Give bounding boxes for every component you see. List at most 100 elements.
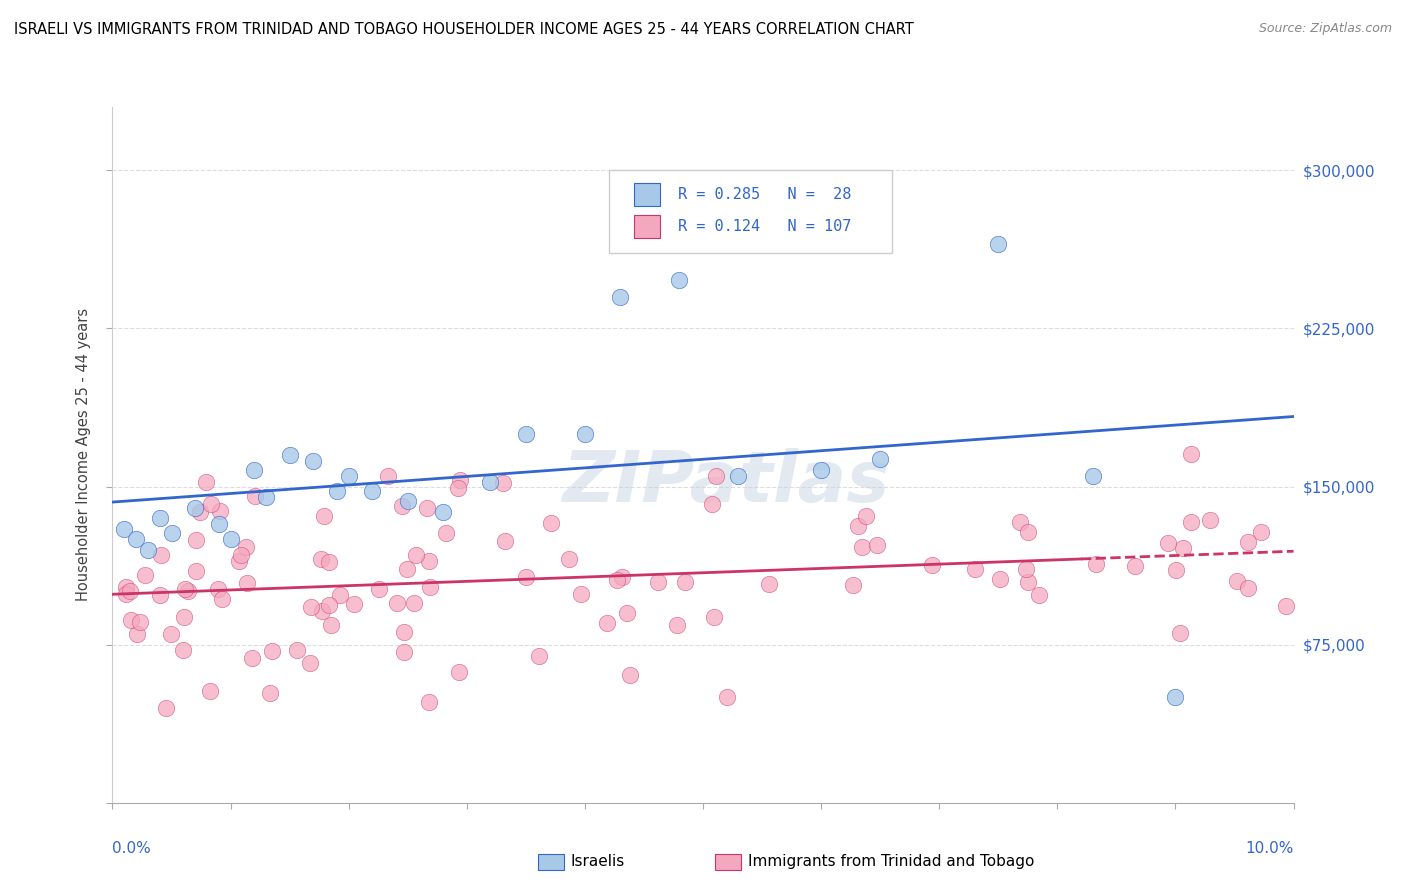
Point <box>1164 690 1187 705</box>
Point <box>311 604 333 618</box>
Point <box>1237 535 1260 549</box>
Point <box>1237 581 1260 595</box>
Point <box>668 273 690 287</box>
FancyBboxPatch shape <box>714 854 741 871</box>
Point <box>319 618 342 632</box>
Point <box>361 483 384 498</box>
Point <box>1171 541 1194 556</box>
Point <box>842 578 865 592</box>
Point <box>515 426 537 441</box>
Point <box>1168 626 1191 640</box>
Point <box>184 500 207 515</box>
Point <box>921 558 943 572</box>
Point <box>716 690 738 705</box>
Point <box>326 483 349 498</box>
Point <box>259 686 281 700</box>
Point <box>402 596 425 610</box>
Point <box>419 580 441 594</box>
Point <box>329 588 352 602</box>
Point <box>647 574 669 589</box>
Point <box>609 290 631 304</box>
Point <box>207 582 229 596</box>
Point <box>254 490 277 504</box>
Point <box>574 426 596 441</box>
Point <box>540 516 562 530</box>
Point <box>869 452 891 467</box>
Point <box>160 627 183 641</box>
Point <box>666 618 689 632</box>
Point <box>492 475 515 490</box>
Text: 10.0%: 10.0% <box>1246 841 1294 856</box>
Point <box>125 533 148 547</box>
Text: R = 0.124   N = 107: R = 0.124 N = 107 <box>678 219 852 234</box>
Point <box>703 610 725 624</box>
Point <box>619 667 641 681</box>
Point <box>118 584 141 599</box>
Point <box>278 448 301 462</box>
Point <box>612 570 634 584</box>
Point <box>1085 557 1108 571</box>
Text: ISRAELI VS IMMIGRANTS FROM TRINIDAD AND TOBAGO HOUSEHOLDER INCOME AGES 25 - 44 Y: ISRAELI VS IMMIGRANTS FROM TRINIDAD AND … <box>14 22 914 37</box>
Point <box>128 615 150 629</box>
Point <box>1081 469 1104 483</box>
Point <box>392 624 415 639</box>
FancyBboxPatch shape <box>634 183 661 206</box>
Point <box>810 463 832 477</box>
Point <box>416 501 439 516</box>
Point <box>449 473 471 487</box>
Point <box>391 500 413 514</box>
Point <box>367 582 389 597</box>
Point <box>136 542 159 557</box>
Point <box>235 540 257 554</box>
Point <box>198 684 221 698</box>
Point <box>704 469 727 483</box>
Point <box>150 548 173 562</box>
Point <box>1198 513 1220 527</box>
Point <box>987 237 1010 252</box>
Point <box>394 644 416 658</box>
Point <box>418 695 440 709</box>
Point <box>727 469 749 483</box>
Point <box>447 481 470 495</box>
Point <box>302 454 325 468</box>
Point <box>479 475 502 490</box>
FancyBboxPatch shape <box>634 215 661 238</box>
Point <box>120 613 142 627</box>
Point <box>418 553 440 567</box>
Point <box>337 469 360 483</box>
Text: ZIPatlas: ZIPatlas <box>562 449 890 517</box>
Text: Israelis: Israelis <box>571 855 626 870</box>
Point <box>115 580 138 594</box>
Point <box>173 609 195 624</box>
Point <box>527 649 550 664</box>
Point <box>184 533 207 548</box>
Point <box>172 643 194 657</box>
Point <box>309 551 332 566</box>
Point <box>700 498 723 512</box>
Text: Source: ZipAtlas.com: Source: ZipAtlas.com <box>1258 22 1392 36</box>
Text: R = 0.285   N =  28: R = 0.285 N = 28 <box>678 186 852 202</box>
Point <box>1225 574 1247 588</box>
Point <box>318 555 340 569</box>
Point <box>396 562 419 576</box>
Point <box>200 497 222 511</box>
Point <box>432 505 454 519</box>
Point <box>515 570 537 584</box>
Point <box>125 627 148 641</box>
Point <box>312 508 335 523</box>
Point <box>236 575 259 590</box>
Point <box>1275 599 1298 613</box>
Point <box>299 656 322 670</box>
Point <box>758 577 780 591</box>
Point <box>963 562 986 576</box>
Point <box>449 665 471 679</box>
Point <box>243 463 266 477</box>
Text: 0.0%: 0.0% <box>112 841 152 856</box>
Point <box>405 548 427 562</box>
Point <box>377 469 399 483</box>
Point <box>1010 515 1032 529</box>
Point <box>673 574 696 589</box>
Point <box>174 582 197 596</box>
Point <box>434 526 457 541</box>
Point <box>1180 515 1202 529</box>
